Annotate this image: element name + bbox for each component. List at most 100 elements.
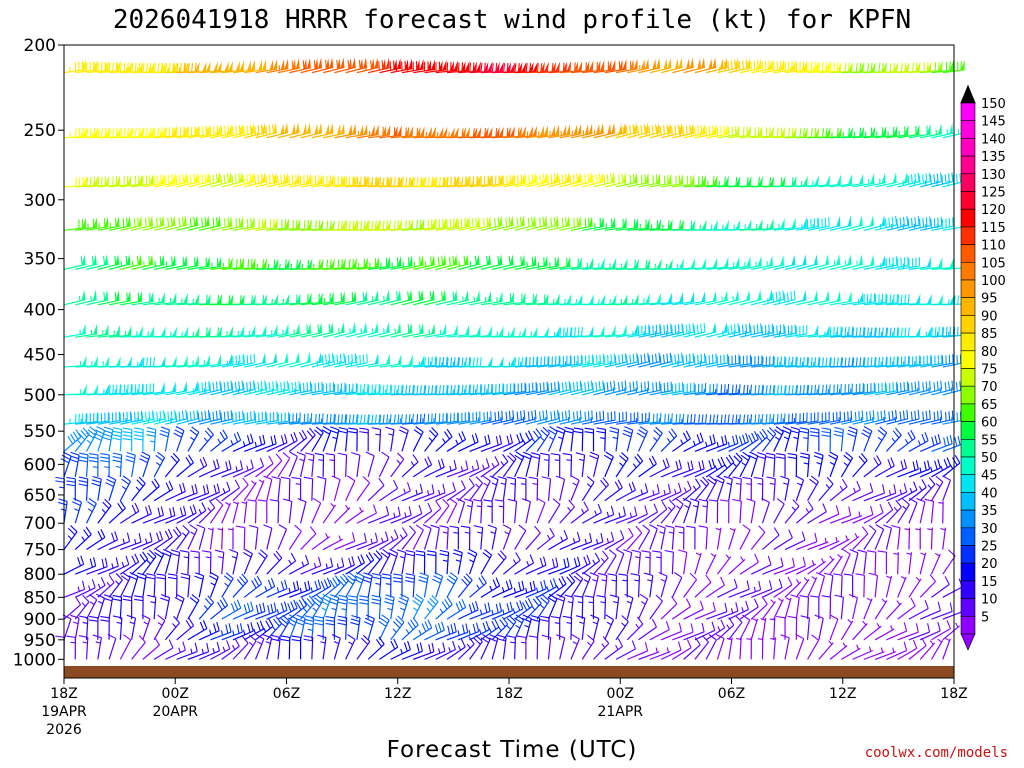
barb-flag bbox=[272, 173, 275, 183]
barb-pennant bbox=[577, 171, 582, 183]
barb-shaft bbox=[266, 227, 289, 231]
barb-shaft bbox=[390, 331, 413, 338]
barb-shaft bbox=[97, 299, 120, 306]
barb-flag bbox=[495, 127, 498, 138]
barb-flag bbox=[922, 174, 925, 184]
barb-flag bbox=[148, 256, 151, 266]
barb-flag bbox=[584, 382, 587, 392]
barb-flag bbox=[658, 572, 668, 577]
barb-shaft bbox=[886, 389, 909, 396]
barb-shaft bbox=[660, 505, 676, 524]
barb-shaft bbox=[537, 134, 560, 139]
barb-flag bbox=[430, 256, 432, 266]
barb-flag bbox=[768, 324, 770, 334]
barb-flag bbox=[870, 357, 873, 367]
barb-flag bbox=[257, 382, 260, 392]
barb-flag bbox=[165, 127, 167, 137]
barb-shaft bbox=[908, 418, 931, 425]
barb-shaft bbox=[86, 431, 98, 452]
barb-flag bbox=[878, 327, 881, 337]
barb-shaft bbox=[63, 436, 82, 452]
barb-shaft bbox=[199, 363, 222, 368]
barb-flag bbox=[204, 410, 207, 420]
barb-flag bbox=[667, 220, 670, 230]
barb-flag bbox=[542, 216, 545, 226]
barb-flag bbox=[434, 571, 443, 577]
barb-flag bbox=[862, 326, 865, 337]
barb-half-flag bbox=[111, 563, 114, 569]
barb-half-flag bbox=[500, 461, 505, 466]
barb-shaft bbox=[503, 390, 526, 396]
barb-flag bbox=[624, 380, 627, 390]
barb-flag bbox=[659, 355, 662, 365]
barb-shaft bbox=[885, 528, 893, 550]
barb-flag bbox=[906, 216, 909, 226]
barb-flag bbox=[842, 548, 851, 555]
barb-flag bbox=[291, 382, 294, 392]
barb-flag bbox=[461, 578, 469, 587]
barb-flag bbox=[223, 382, 226, 392]
barb-shaft bbox=[548, 538, 568, 551]
barb-flag bbox=[379, 385, 381, 395]
barb-flag bbox=[922, 218, 925, 228]
barb-pennant bbox=[126, 254, 131, 266]
barb-pennant bbox=[171, 172, 176, 184]
barb-flag bbox=[250, 259, 253, 269]
barb-pennant bbox=[138, 325, 143, 336]
barb-flag bbox=[597, 572, 607, 576]
barb-flag bbox=[126, 384, 129, 394]
barb-flag bbox=[572, 174, 575, 184]
barb-flag bbox=[104, 557, 108, 567]
barb-half-flag bbox=[692, 440, 696, 446]
barb-half-flag bbox=[359, 507, 363, 512]
barb-flag bbox=[743, 384, 746, 395]
barb-flag bbox=[516, 217, 519, 227]
barb-shaft bbox=[221, 418, 244, 425]
barb-flag bbox=[318, 556, 322, 566]
barb-shaft bbox=[829, 263, 852, 270]
barb-flag bbox=[268, 455, 274, 464]
barb-flag bbox=[879, 504, 884, 513]
barb-shaft bbox=[660, 527, 666, 550]
barb-half-flag bbox=[854, 533, 858, 539]
barb-shaft bbox=[638, 511, 658, 524]
barb-shaft bbox=[334, 564, 355, 575]
barb-flag bbox=[525, 357, 528, 367]
barb-flag bbox=[66, 476, 76, 480]
barb-shaft bbox=[874, 529, 885, 550]
barb-flag bbox=[825, 357, 828, 367]
chart-title: 2026041918 HRRR forecast wind profile (k… bbox=[113, 5, 911, 35]
barb-shaft bbox=[345, 510, 364, 524]
barb-flag bbox=[399, 426, 409, 431]
barb-flag bbox=[236, 578, 244, 587]
barb-shaft bbox=[187, 389, 210, 396]
barb-pennant bbox=[171, 215, 176, 226]
barb-shaft bbox=[266, 442, 288, 452]
barb-flag bbox=[341, 557, 345, 567]
barb-shaft bbox=[706, 362, 728, 368]
barb-flag bbox=[363, 220, 366, 230]
barb-shaft bbox=[694, 300, 717, 306]
barb-flag bbox=[167, 528, 173, 538]
barb-pennant bbox=[205, 61, 211, 72]
barb-flag bbox=[583, 556, 588, 566]
barb-shaft bbox=[683, 331, 706, 338]
barb-shaft bbox=[897, 224, 920, 231]
barb-flag bbox=[81, 127, 84, 137]
barb-shaft bbox=[661, 422, 684, 425]
barb-flag bbox=[168, 480, 174, 490]
barb-flag bbox=[307, 259, 310, 269]
barb-half-flag bbox=[829, 555, 834, 561]
barb-shaft bbox=[187, 492, 209, 502]
barb-flag bbox=[633, 259, 636, 269]
barb-shaft bbox=[210, 70, 233, 74]
barb-flag bbox=[260, 173, 263, 183]
barb-shaft bbox=[604, 538, 625, 551]
barb-half-flag bbox=[101, 509, 106, 514]
barb-flag bbox=[625, 355, 628, 365]
barb-shaft bbox=[525, 435, 542, 452]
barb-flag bbox=[649, 524, 658, 530]
barb-shaft bbox=[897, 418, 920, 425]
barb-shaft bbox=[931, 388, 953, 396]
barb-pennant bbox=[510, 126, 515, 137]
